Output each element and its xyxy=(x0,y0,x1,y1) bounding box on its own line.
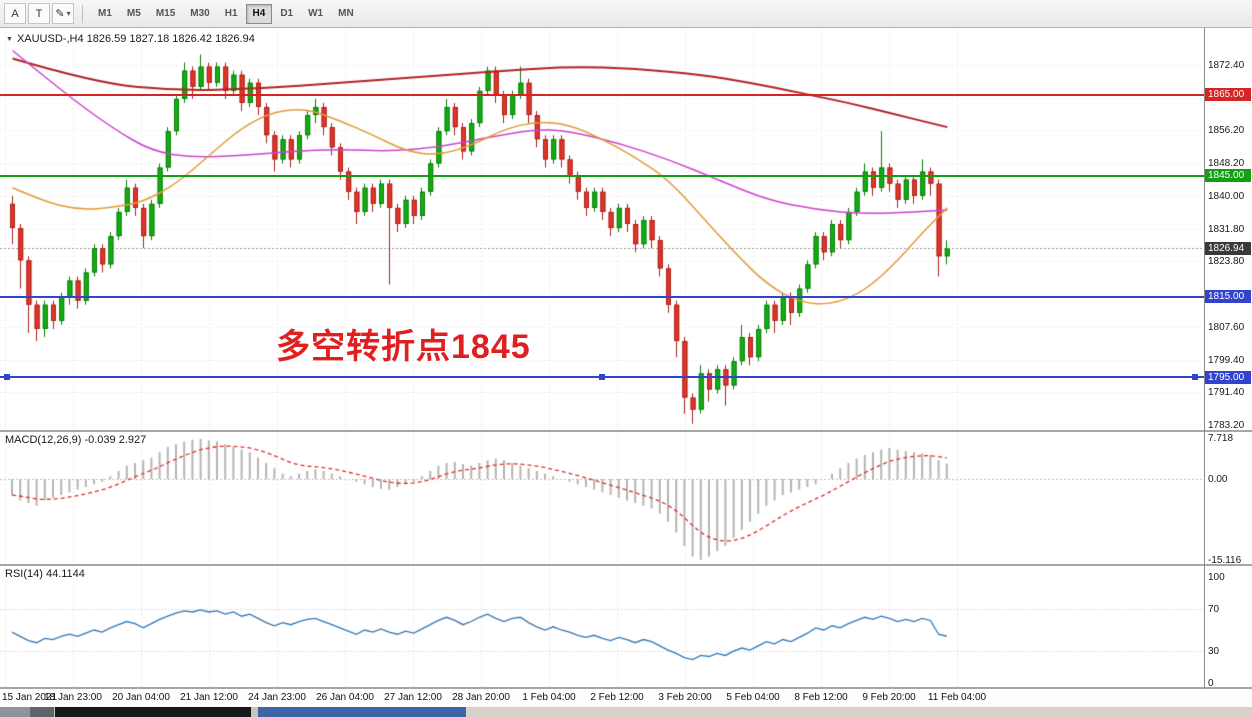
price-axis-label: 1783.20 xyxy=(1208,420,1245,431)
macd-indicator-label: MACD(12,26,9) -0.039 2.927 xyxy=(5,434,147,446)
chart-header: ▼ XAUUSD-,H4 1826.59 1827.18 1826.42 182… xyxy=(6,33,255,45)
timeframe-button-m1[interactable]: M1 xyxy=(91,4,119,24)
text-tool-icon: T xyxy=(35,7,43,20)
timeframe-button-m15[interactable]: M15 xyxy=(149,4,182,24)
taskbar-window-button-dark[interactable] xyxy=(55,707,251,717)
price-axis-label: 1791.40 xyxy=(1208,386,1245,398)
time-axis-label: 28 Jan 20:00 xyxy=(452,692,510,703)
taskbar-empty-area xyxy=(466,707,1252,717)
macd-panel-canvas[interactable] xyxy=(0,432,1205,564)
rsi-axis-label: 70 xyxy=(1208,603,1220,615)
time-axis-label: 21 Jan 12:00 xyxy=(180,692,238,703)
pencil-icon: ✎ xyxy=(55,8,65,20)
time-axis-label: 1 Feb 04:00 xyxy=(522,692,576,703)
price-axis-label: 1848.20 xyxy=(1208,157,1245,169)
timeframe-button-m5[interactable]: M5 xyxy=(120,4,148,24)
symbol-ohlc-text: XAUUSD-,H4 1826.59 1827.18 1826.42 1826.… xyxy=(16,33,255,45)
main-chart-canvas[interactable] xyxy=(0,28,1205,431)
timeframe-buttons: M1 M5 M15 M30 H1 H4 D1 W1 MN xyxy=(91,3,361,24)
draw-tool-button[interactable]: ✎ ▾ xyxy=(52,3,74,24)
taskbar-fragment-left xyxy=(0,707,30,717)
time-axis[interactable]: 15 Jan 2021 18 Jan 23:00 20 Jan 04:00 21 Ja… xyxy=(0,689,1252,707)
price-badge-1826-94: 1826.94 xyxy=(1205,241,1251,255)
timeframe-button-m30[interactable]: M30 xyxy=(183,4,216,24)
timeframe-button-w1[interactable]: W1 xyxy=(301,4,330,24)
timeframe-button-h4[interactable]: H4 xyxy=(245,3,273,24)
taskbar-start-fragment[interactable] xyxy=(30,707,54,717)
time-axis-label: 24 Jan 23:00 xyxy=(248,692,306,703)
rsi-axis-label: 30 xyxy=(1208,646,1220,658)
chart-area: ▼ XAUUSD-,H4 1826.59 1827.18 1826.42 182… xyxy=(0,28,1252,707)
rsi-axis-label: 0 xyxy=(1208,678,1214,689)
time-axis-label: 27 Jan 12:00 xyxy=(384,692,442,703)
panel-separator-rsi[interactable] xyxy=(0,564,1252,566)
hline-handle-left[interactable] xyxy=(4,374,10,381)
time-axis-label: 2 Feb 12:00 xyxy=(590,692,644,703)
rsi-panel-canvas[interactable] xyxy=(0,566,1205,687)
macd-axis-label: 0.00 xyxy=(1208,474,1228,485)
timeframe-button-h1[interactable]: H1 xyxy=(218,4,245,24)
taskbar-strip xyxy=(0,707,1252,717)
taskbar-window-button-blue[interactable] xyxy=(258,707,466,717)
price-axis-label: 1872.40 xyxy=(1208,60,1245,71)
time-axis-label: 8 Feb 12:00 xyxy=(794,692,848,703)
panel-separator-macd[interactable] xyxy=(0,430,1252,432)
hline-handle-center[interactable] xyxy=(599,374,605,381)
price-axis-label: 1840.00 xyxy=(1208,190,1245,202)
cursor-tool-button[interactable]: A xyxy=(4,3,26,24)
chevron-down-icon: ▾ xyxy=(66,9,71,18)
macd-axis-label: 7.718 xyxy=(1208,432,1234,444)
toolbar: A T ✎ ▾ M1 M5 M15 M30 H1 H4 D1 W1 MN xyxy=(0,0,1252,28)
price-axis-label: 1856.20 xyxy=(1208,125,1245,137)
time-axis-label: 11 Feb 04:00 xyxy=(927,692,987,703)
price-badge-1845-00: 1845.00 xyxy=(1205,169,1251,183)
hline-1865[interactable] xyxy=(0,93,1204,96)
price-axis-label: 1831.80 xyxy=(1208,223,1245,235)
time-axis-label: 26 Jan 04:00 xyxy=(316,692,374,703)
panel-separator-timeaxis xyxy=(0,687,1252,689)
hline-handle-right[interactable] xyxy=(1192,374,1198,381)
toolbar-separator xyxy=(82,4,83,23)
symbol-dropdown-arrow[interactable]: ▼ xyxy=(6,35,13,43)
text-tool-button[interactable]: T xyxy=(28,3,50,24)
price-badge-1865-00: 1865.00 xyxy=(1205,88,1251,102)
hline-1845[interactable] xyxy=(0,174,1204,177)
cursor-tool-label: A xyxy=(11,7,19,20)
rsi-axis-label: 100 xyxy=(1208,572,1225,583)
macd-axis-label: -15.116 xyxy=(1208,554,1242,566)
time-axis-label: 15 Jan 2021 xyxy=(2,692,58,703)
price-axis-label: 1799.40 xyxy=(1208,354,1245,366)
price-axis-label: 1807.60 xyxy=(1208,321,1245,333)
price-axis-border xyxy=(1204,28,1205,689)
time-axis-label: 9 Feb 20:00 xyxy=(862,692,916,703)
hline-1815[interactable] xyxy=(0,295,1204,298)
rsi-indicator-label: RSI(14) 44.1144 xyxy=(5,568,85,580)
time-axis-label: 20 Jan 04:00 xyxy=(112,692,170,703)
price-badge-1795-00: 1795.00 xyxy=(1205,370,1251,384)
timeframe-button-d1[interactable]: D1 xyxy=(273,4,300,24)
price-axis-label: 1823.80 xyxy=(1208,256,1245,268)
time-axis-label: 5 Feb 04:00 xyxy=(726,692,780,703)
time-axis-label: 18 Jan 23:00 xyxy=(44,692,102,703)
timeframe-button-mn[interactable]: MN xyxy=(331,4,361,24)
chart-annotation[interactable]: 多空转折点1845 xyxy=(276,328,531,366)
time-axis-label: 3 Feb 20:00 xyxy=(658,692,712,703)
price-badge-1815-00: 1815.00 xyxy=(1205,290,1251,304)
